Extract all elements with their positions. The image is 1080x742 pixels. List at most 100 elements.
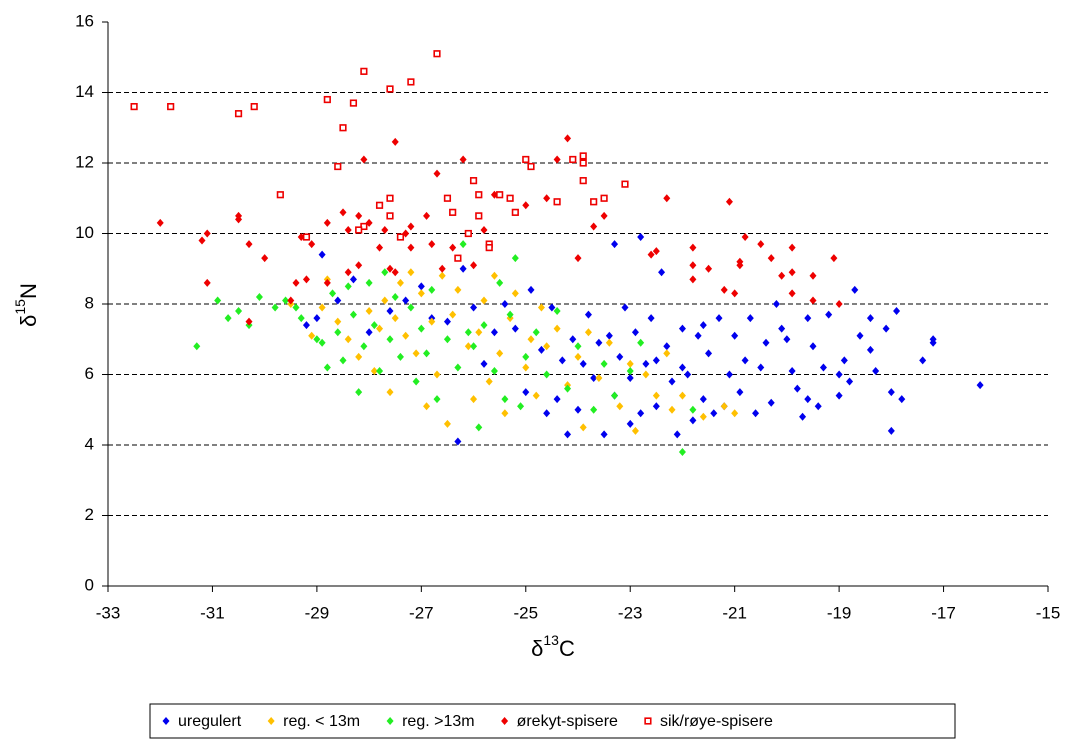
point <box>407 268 415 277</box>
point <box>386 307 394 316</box>
point <box>887 426 895 435</box>
point <box>637 409 645 418</box>
point <box>522 388 530 397</box>
point <box>480 321 488 330</box>
point <box>543 342 551 351</box>
x-axis-title-symbol: δ <box>531 636 543 661</box>
point <box>605 338 613 347</box>
point <box>496 349 504 358</box>
point <box>386 194 394 202</box>
point <box>214 296 222 305</box>
point <box>308 240 316 249</box>
y-tick-label: 0 <box>85 575 94 594</box>
point <box>569 155 577 164</box>
point <box>725 197 733 206</box>
point <box>517 402 525 411</box>
point <box>527 285 535 294</box>
legend: uregulert reg. < 13m reg. >13m ørekyt-spise… <box>149 703 956 739</box>
point <box>376 243 384 252</box>
x-tick-label: -19 <box>827 603 852 622</box>
point <box>417 324 425 333</box>
point <box>564 430 572 439</box>
point <box>428 317 436 326</box>
point <box>313 335 321 344</box>
point <box>386 388 394 397</box>
x-tick-label: -15 <box>1036 603 1061 622</box>
y-tick-label: 2 <box>85 505 94 524</box>
point <box>590 198 598 206</box>
point <box>334 328 342 337</box>
point <box>417 282 425 291</box>
point <box>496 191 504 199</box>
point <box>339 356 347 365</box>
point <box>621 180 629 188</box>
point <box>678 391 686 400</box>
point <box>469 177 478 185</box>
point <box>757 363 765 372</box>
y-axis-title-sup: 15 <box>12 299 28 315</box>
point <box>590 374 598 383</box>
legend-item: ørekyt-spisere <box>501 713 618 730</box>
point <box>449 310 457 319</box>
point <box>637 233 645 242</box>
point <box>292 278 300 287</box>
point <box>647 250 655 259</box>
point <box>856 331 864 340</box>
point <box>772 300 780 308</box>
point <box>443 194 452 202</box>
point <box>731 331 739 340</box>
point <box>475 212 483 220</box>
point <box>386 85 394 93</box>
point <box>396 352 404 361</box>
point <box>825 310 833 319</box>
legend-item: sik/røye-spisere <box>644 713 773 730</box>
point <box>470 342 478 351</box>
point <box>595 374 603 383</box>
point <box>355 352 363 361</box>
point <box>245 317 253 326</box>
point <box>490 366 498 375</box>
point <box>480 296 488 305</box>
x-tick-label: -25 <box>513 603 538 622</box>
point <box>302 275 310 284</box>
point <box>637 338 645 347</box>
point <box>464 229 472 238</box>
point <box>339 208 347 217</box>
point <box>203 278 211 287</box>
point <box>537 303 545 312</box>
point <box>412 377 420 386</box>
y-axis-title-element: N <box>16 283 41 299</box>
point <box>684 370 692 379</box>
point <box>631 328 639 337</box>
point <box>652 402 660 411</box>
point <box>370 366 378 375</box>
point <box>626 366 634 375</box>
point <box>553 198 561 206</box>
point <box>475 328 483 337</box>
point <box>203 229 211 238</box>
point <box>778 324 786 333</box>
point <box>255 292 263 301</box>
point <box>579 177 587 185</box>
point <box>574 342 582 351</box>
point <box>490 271 498 280</box>
point <box>804 314 812 323</box>
legend-text: reg. < 13m <box>283 713 360 730</box>
point <box>778 271 786 280</box>
point <box>741 356 749 365</box>
point <box>297 314 305 323</box>
point <box>360 155 368 164</box>
point <box>198 236 206 245</box>
point <box>553 307 561 316</box>
point <box>652 247 660 256</box>
point <box>741 233 749 242</box>
y-tick-label: 8 <box>85 293 94 312</box>
point <box>600 430 608 439</box>
point <box>804 395 812 404</box>
point <box>323 278 331 287</box>
point <box>407 222 415 231</box>
point <box>459 155 467 164</box>
point <box>475 191 483 199</box>
point <box>694 331 702 340</box>
point <box>349 310 357 319</box>
